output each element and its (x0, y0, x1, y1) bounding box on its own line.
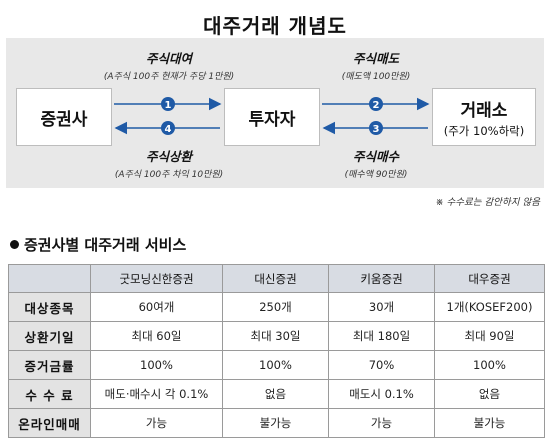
badge-4-text: 4 (165, 124, 172, 135)
table-cell: 100% (222, 350, 329, 380)
table-cell: 가능 (328, 408, 435, 438)
table-cell: 100% (434, 350, 545, 380)
broker-label: 증권사 (40, 109, 88, 130)
header-daishin: 대신증권 (222, 264, 329, 293)
table-cell: 250개 (222, 292, 329, 322)
broker-service-table: 굿모닝신한증권 대신증권 키움증권 대우증권 대상종목 60여개 250개 30… (8, 264, 545, 438)
flow-1-title: 주식대여 (145, 51, 192, 66)
exchange-box: 거래소 (주가 10%하락) (432, 88, 536, 146)
row-label: 상환기일 (8, 321, 91, 351)
table-cell: 100% (90, 350, 223, 380)
table-cell: 매도시 0.1% (328, 379, 435, 409)
row-label: 증거금률 (8, 350, 91, 380)
header-goodmorning-shinhan: 굿모닝신한증권 (90, 264, 223, 293)
bullet-icon (10, 240, 19, 249)
row-label: 대상종목 (8, 292, 91, 322)
table-cell: 최대 180일 (328, 321, 435, 351)
flow-arrows: 1 4 2 3 (114, 97, 430, 135)
table-row: 수 수 료 매도·매수시 각 0.1% 없음 매도시 0.1% 없음 (8, 379, 545, 409)
section-title: 증권사별 대주거래 서비스 (10, 234, 186, 255)
badge-4: 4 (161, 121, 175, 135)
badge-1: 1 (161, 97, 175, 111)
table-cell: 없음 (434, 379, 545, 409)
flow-1-note: (A주식 100주 현재가 주당 1만원) (103, 72, 235, 82)
table-cell: 없음 (222, 379, 329, 409)
badge-3-text: 3 (373, 124, 380, 135)
table-cell: 불가능 (222, 408, 329, 438)
flow-2-note: (매도액 100만원) (341, 72, 411, 82)
table-cell: 최대 60일 (90, 321, 223, 351)
table-cell: 60여개 (90, 292, 223, 322)
table-header-row: 굿모닝신한증권 대신증권 키움증권 대우증권 (8, 264, 545, 293)
badge-2: 2 (369, 97, 383, 111)
flow-4-note: (A주식 100주 차익 10만원) (114, 170, 224, 180)
badge-3: 3 (369, 121, 383, 135)
flow-3-title: 주식매수 (352, 149, 399, 164)
flow-3-label: 주식매수 (매수액 90만원) (306, 146, 446, 180)
badge-2-text: 2 (373, 100, 380, 111)
badge-1-text: 1 (165, 100, 172, 111)
table-cell: 최대 90일 (434, 321, 545, 351)
table-row: 대상종목 60여개 250개 30개 1개(KOSEF200) (8, 292, 545, 322)
section-title-text: 증권사별 대주거래 서비스 (24, 236, 187, 254)
investor-box: 투자자 (224, 88, 320, 146)
page-title: 대주거래 개념도 (203, 14, 347, 38)
table-cell: 30개 (328, 292, 435, 322)
flow-2-title: 주식매도 (352, 51, 399, 66)
table-row: 온라인매매 가능 불가능 가능 불가능 (8, 408, 545, 438)
exchange-label: 거래소 (460, 100, 508, 121)
flow-3-note: (매수액 90만원) (344, 170, 408, 180)
flow-2-label: 주식매도 (매도액 100만원) (306, 48, 446, 82)
flow-4-title: 주식상환 (145, 149, 192, 164)
footnote: ※ 수수료는 감안하지 않음 (435, 197, 540, 208)
exchange-sub-label: (주가 10%하락) (443, 123, 525, 138)
concept-diagram: 증권사 투자자 거래소 (주가 10%하락) 1 4 2 (6, 38, 544, 188)
table-cell: 70% (328, 350, 435, 380)
table-cell: 가능 (90, 408, 223, 438)
header-daewoo: 대우증권 (434, 264, 545, 293)
flow-4-label: 주식상환 (A주식 100주 차익 10만원) (74, 146, 264, 180)
header-corner (8, 264, 91, 293)
table-cell: 매도·매수시 각 0.1% (90, 379, 223, 409)
investor-label: 투자자 (248, 109, 296, 130)
table-cell: 1개(KOSEF200) (434, 292, 545, 322)
table-cell: 불가능 (434, 408, 545, 438)
table-row: 증거금률 100% 100% 70% 100% (8, 350, 545, 380)
table-cell: 최대 30일 (222, 321, 329, 351)
table-row: 상환기일 최대 60일 최대 30일 최대 180일 최대 90일 (8, 321, 545, 351)
broker-box: 증권사 (16, 88, 112, 146)
row-label: 온라인매매 (8, 408, 91, 438)
header-kiwoom: 키움증권 (328, 264, 435, 293)
flow-1-label: 주식대여 (A주식 100주 현재가 주당 1만원) (74, 48, 264, 82)
row-label: 수 수 료 (8, 379, 91, 409)
